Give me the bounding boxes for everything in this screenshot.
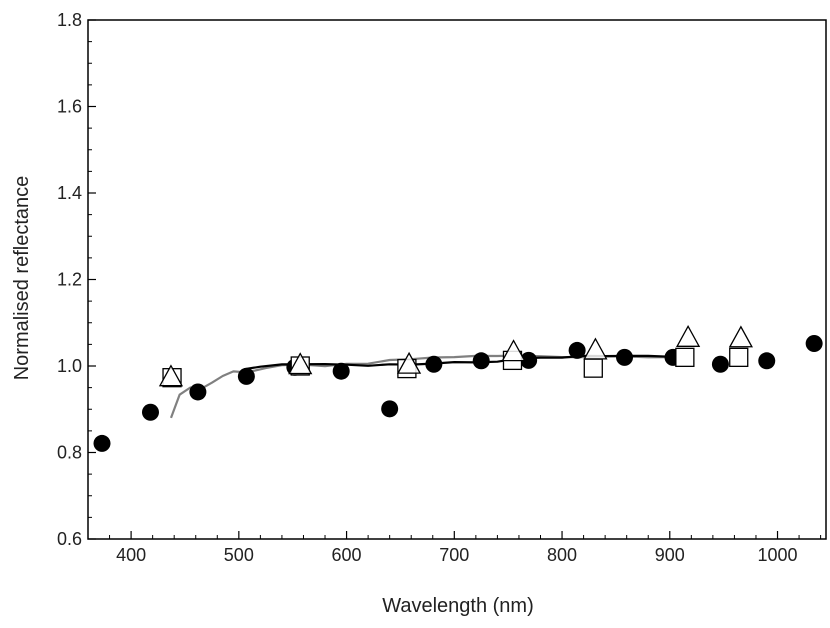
y-tick-label: 0.8 bbox=[57, 443, 82, 463]
spectrum-line-black bbox=[244, 354, 686, 371]
triangle-point bbox=[501, 339, 526, 362]
square-point bbox=[729, 347, 749, 368]
circle-point bbox=[568, 341, 586, 359]
plot-frame bbox=[87, 19, 827, 540]
y-tick-label: 1.8 bbox=[57, 10, 82, 30]
triangle-point bbox=[288, 352, 313, 375]
x-tick-label: 1000 bbox=[757, 545, 797, 565]
circle-point bbox=[381, 400, 399, 418]
square-point bbox=[675, 347, 695, 368]
y-tick-label: 1.0 bbox=[57, 356, 82, 376]
triangle-point bbox=[396, 351, 422, 374]
circle-point bbox=[189, 383, 207, 401]
y-tick-label: 1.4 bbox=[57, 183, 82, 203]
circle-point bbox=[616, 348, 634, 366]
circle-point bbox=[93, 434, 111, 452]
triangle-point bbox=[583, 337, 608, 360]
triangle-point bbox=[158, 364, 184, 387]
y-tick-label: 1.2 bbox=[57, 270, 82, 290]
circle-point bbox=[805, 335, 823, 353]
circle-point bbox=[237, 367, 255, 385]
circle-point bbox=[141, 403, 159, 421]
x-tick-label: 800 bbox=[547, 545, 577, 565]
plot-border bbox=[87, 19, 827, 540]
square-point bbox=[583, 358, 603, 378]
circle-point bbox=[520, 351, 538, 369]
y-axis-label: Normalised reflectance bbox=[11, 176, 33, 381]
triangle-point bbox=[728, 325, 753, 348]
circle-point bbox=[758, 352, 776, 370]
x-axis-ticks: 400 500 600 700 800 900 1000 bbox=[116, 531, 798, 565]
circle-point bbox=[472, 352, 490, 370]
y-axis-ticks: 0.6 0.8 1.0 1.2 1.4 1.6 1.8 bbox=[57, 10, 96, 549]
data-markers bbox=[93, 324, 823, 452]
y-tick-label: 1.6 bbox=[57, 97, 82, 117]
x-axis-label: Wavelength (nm) bbox=[382, 595, 534, 617]
y-tick-label: 0.6 bbox=[57, 529, 82, 549]
x-tick-label: 600 bbox=[332, 545, 362, 565]
x-tick-label: 900 bbox=[655, 545, 685, 565]
triangle-point bbox=[675, 324, 701, 347]
x-tick-label: 400 bbox=[116, 545, 146, 565]
circle-point bbox=[425, 355, 443, 373]
x-tick-label: 500 bbox=[224, 545, 254, 565]
circle-point bbox=[332, 362, 350, 380]
circle-point bbox=[711, 355, 729, 373]
x-tick-label: 700 bbox=[439, 545, 469, 565]
